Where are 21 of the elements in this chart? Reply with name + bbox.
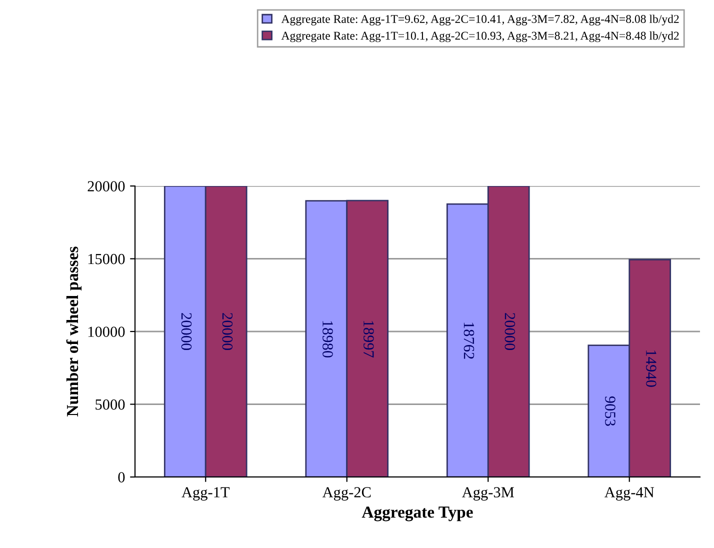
x-tick-label: Agg-3M: [462, 487, 514, 501]
data-label: 20000: [181, 313, 192, 350]
y-axis-title: Number of wheel passes: [66, 246, 82, 416]
x-tick-label: Agg-1T: [182, 487, 230, 501]
y-tick-label: 15000: [88, 254, 125, 264]
y-tick-label: 20000: [88, 181, 125, 192]
x-tick-label: Agg-4N: [604, 487, 654, 501]
x-axis-title: Aggregate Type: [362, 506, 473, 522]
y-tick-label: 10000: [88, 326, 125, 337]
x-tick-label: Agg-2C: [322, 487, 371, 501]
data-label: 18762: [464, 322, 474, 359]
y-tick-label: 0: [118, 472, 125, 482]
data-label: 20000: [504, 313, 516, 350]
data-label: 9053: [605, 396, 616, 426]
data-label: 14940: [646, 350, 656, 387]
y-tick-label: 5000: [96, 399, 125, 410]
legend-label: Aggregate Rate: Agg-1T=10.1, Agg-2C=10.93, Agg-3M=8.21, Agg-4N=8.48 lb/yd2: [281, 31, 679, 42]
data-label: 18997: [364, 321, 374, 358]
legend-label: Aggregate Rate: Agg-1T=9.62, Agg-2C=10.41, Agg-3M=7.82, Agg-4N=8.08 lb/yd2: [281, 14, 679, 26]
data-label: 20000: [222, 313, 233, 350]
data-label: 18980: [322, 321, 333, 358]
